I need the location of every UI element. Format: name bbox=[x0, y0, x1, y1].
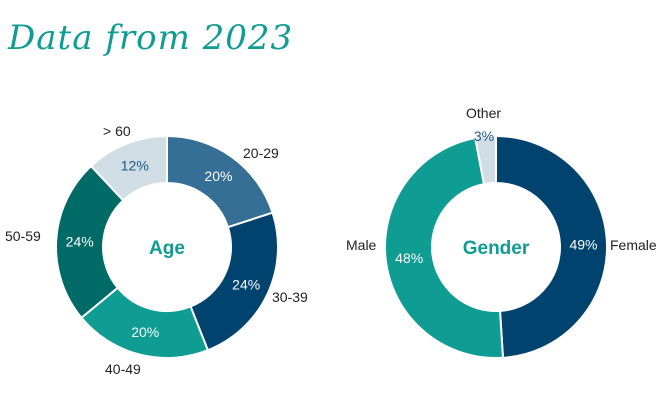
gender-value-label-male: 48% bbox=[395, 250, 423, 266]
gender-slice-male bbox=[384, 136, 505, 359]
gender-category-label-male: Male bbox=[346, 237, 377, 253]
age-value-label-50-59: 24% bbox=[66, 234, 94, 250]
age-category-label-60: > 60 bbox=[103, 123, 131, 139]
gender-category-label-female: Female bbox=[610, 237, 657, 253]
age-slice-50-59 bbox=[55, 164, 125, 320]
age-category-label-20-29: 20-29 bbox=[243, 145, 279, 161]
gender-slice-other bbox=[474, 134, 497, 186]
age-value-label-30-39: 24% bbox=[232, 276, 260, 292]
gender-center-title: Gender bbox=[463, 238, 530, 259]
page-title: Data from 2023 bbox=[8, 18, 294, 58]
age-slice-60 bbox=[89, 134, 168, 202]
age-category-label-30-39: 30-39 bbox=[272, 289, 308, 305]
gender-value-label-female: 49% bbox=[569, 236, 597, 252]
gender-category-label-other: Other bbox=[466, 105, 501, 121]
age-center-title: Age bbox=[149, 238, 185, 259]
age-value-label-20-29: 20% bbox=[204, 168, 232, 184]
age-donut-chart: 20% 20-29 24% 30-39 20% 40-49 24% 50-59 12% > 60 A… bbox=[5, 123, 308, 377]
age-value-label-60: 12% bbox=[121, 158, 149, 174]
age-category-label-40-49: 40-49 bbox=[105, 361, 141, 377]
gender-slice-female bbox=[495, 134, 608, 359]
age-value-label-40-49: 20% bbox=[131, 324, 159, 340]
gender-donut-chart: 49% Female 48% Male 3% Other Gender bbox=[346, 105, 657, 359]
gender-value-label-other: 3% bbox=[474, 128, 494, 144]
age-category-label-50-59: 50-59 bbox=[5, 228, 41, 244]
age-slice-30-39 bbox=[189, 211, 279, 352]
